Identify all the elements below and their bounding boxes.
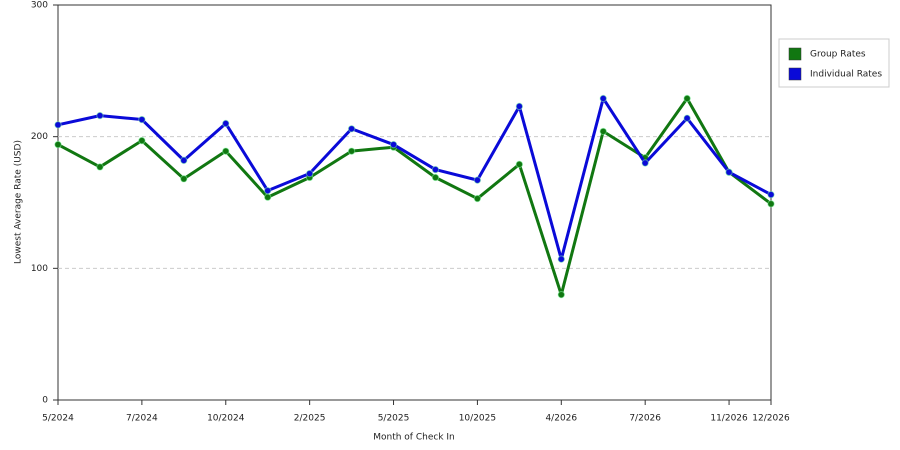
data-point [431, 173, 440, 182]
data-point [725, 168, 733, 176]
x-tick-label: 2/2025 [294, 414, 326, 424]
data-point [347, 125, 356, 133]
legend-label: Group Rates [810, 50, 866, 60]
data-point [222, 119, 230, 128]
data-point [222, 147, 230, 155]
x-tick-label: 10/2024 [207, 414, 245, 424]
y-axis-label: Lowest Average Rate (USD) [14, 140, 24, 264]
x-tick-label: 11/2026 [710, 414, 748, 424]
data-point [473, 176, 482, 184]
data-point [599, 127, 607, 136]
series-line [57, 96, 772, 297]
x-tick-label: 7/2026 [629, 414, 661, 424]
data-point [180, 175, 188, 183]
legend-swatch [788, 47, 802, 61]
y-tick-label: 100 [31, 264, 48, 274]
y-tick-label: 300 [31, 1, 48, 11]
data-point [473, 194, 482, 203]
data-point [515, 160, 524, 169]
data-point [138, 115, 146, 124]
x-tick-label: 12/2026 [752, 414, 790, 424]
data-point [557, 290, 565, 299]
data-point [683, 114, 691, 122]
x-tick-label: 10/2025 [459, 414, 496, 424]
data-point [264, 186, 272, 195]
x-tick-label: 5/2025 [378, 414, 410, 424]
y-tick-label: 200 [31, 132, 48, 142]
y-tick-label: 0 [42, 396, 48, 406]
data-point [389, 140, 398, 149]
data-point [431, 165, 440, 174]
x-tick-label: 4/2026 [545, 414, 577, 424]
data-point [54, 140, 62, 149]
data-point [347, 147, 356, 155]
x-tick-label: 7/2024 [126, 414, 158, 424]
data-point [138, 136, 146, 145]
data-point [599, 94, 607, 103]
data-point [557, 255, 565, 263]
data-point [767, 190, 775, 199]
data-point [96, 163, 104, 171]
plot-frame [57, 4, 772, 401]
series-line [57, 96, 772, 261]
data-point [515, 102, 524, 111]
data-point [180, 156, 188, 165]
legend-swatch [788, 67, 802, 81]
data-point [264, 193, 272, 201]
data-point [54, 121, 62, 129]
data-point [683, 94, 691, 103]
x-tick-label: 5/2024 [42, 414, 74, 424]
x-axis-label: Month of Check In [373, 433, 455, 443]
legend-label: Individual Rates [810, 70, 882, 80]
data-point [767, 200, 775, 208]
data-point [641, 159, 649, 167]
data-point [96, 111, 104, 120]
data-point [305, 169, 314, 178]
